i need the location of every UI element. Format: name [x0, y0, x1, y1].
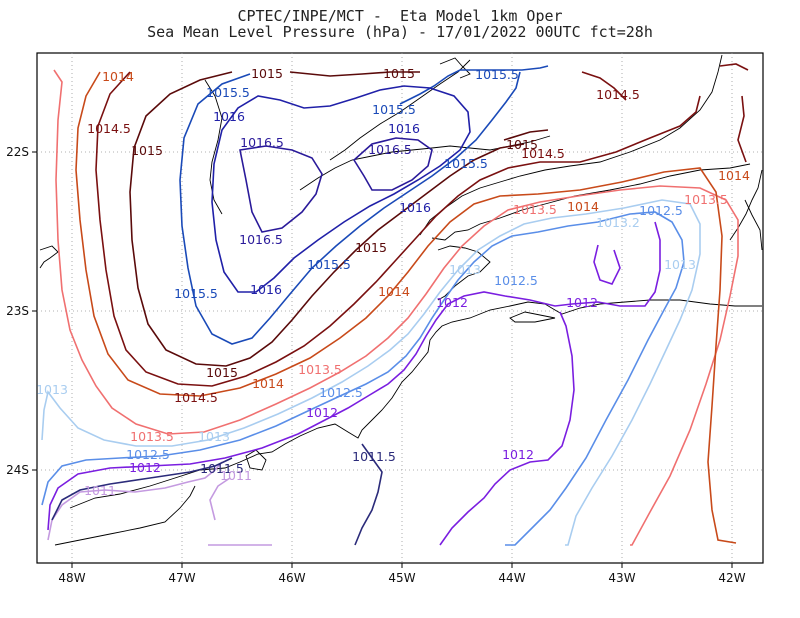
contour-label: 1014.5 [174, 390, 218, 405]
map-title: CPTEC/INPE/MCT - Eta Model 1km Oper Sea … [0, 8, 800, 40]
contour-1011.5 [51, 443, 383, 546]
contour-label: 1011 [84, 483, 116, 498]
contour-label: 1013.5 [130, 429, 174, 444]
contour-label: 1016 [213, 109, 245, 124]
contour-1013.5 [53, 69, 739, 546]
contour-label: 1011.5 [352, 449, 396, 464]
lat-tick-labels: 22S 23S 24S [6, 145, 29, 477]
contour-label: 1012 [502, 447, 534, 462]
contour-label: 1013.2 [596, 215, 640, 230]
contour-label: 1013.5 [684, 192, 728, 207]
contour-label: 1016.5 [368, 142, 412, 157]
contour-label: 1015 [206, 365, 238, 380]
contour-label: 1013 [449, 262, 481, 277]
contour-label: 1013.5 [298, 362, 342, 377]
lat-tick-23s: 23S [6, 304, 29, 318]
contour-label: 1015 [355, 240, 387, 255]
contour-1013 [41, 199, 701, 546]
contour-1015 [129, 71, 549, 367]
contour-label: 1012.5 [494, 273, 538, 288]
contour-label: 1013.5 [513, 202, 557, 217]
contour-label: 1015 [131, 143, 163, 158]
contour-label: 1011.5 [200, 461, 244, 476]
title-line-2: Sea Mean Level Pressure (hPa) - 17/01/20… [147, 23, 653, 41]
contour-1015.5 [179, 65, 549, 345]
lon-tick-45w: 45W [388, 571, 415, 585]
contour-label: 1014.5 [87, 121, 131, 136]
lon-tick-42w: 42W [718, 571, 745, 585]
contour-label: 1012 [129, 460, 161, 475]
contour-label: 1015.5 [174, 286, 218, 301]
contour-label: 1016 [250, 282, 282, 297]
contour-label: 1015 [383, 66, 415, 81]
contour-label: 1015 [506, 137, 538, 152]
contour-label: 1016.5 [240, 135, 284, 150]
contour-1016 [211, 85, 471, 293]
contour-label: 1013 [36, 382, 68, 397]
tick-marks [32, 151, 733, 568]
contour-label: 1012.5 [639, 203, 683, 218]
contour-label: 1013 [664, 257, 696, 272]
contour-lines [41, 63, 749, 546]
contour-label: 1016 [388, 121, 420, 136]
map-frame [36, 52, 764, 564]
contour-label: 1011 [220, 468, 252, 483]
contour-label: 1015.5 [475, 67, 519, 82]
contour-1014.5 [95, 63, 749, 387]
contour-label: 1014.5 [521, 146, 565, 161]
contour-label: 1013 [198, 429, 230, 444]
contour-label: 1015 [251, 66, 283, 81]
contour-label: 1015.5 [307, 257, 351, 272]
contour-label: 1012.5 [319, 385, 363, 400]
lon-tick-46w: 46W [278, 571, 305, 585]
contour-label: 1016 [399, 200, 431, 215]
contour-label: 1015.5 [372, 102, 416, 117]
lon-tick-44w: 44W [498, 571, 525, 585]
contour-label: 1015.5 [206, 85, 250, 100]
title-line-1: CPTEC/INPE/MCT - Eta Model 1km Oper [237, 7, 563, 25]
contour-1016.5 [239, 137, 433, 233]
contour-label: 1012.5 [126, 447, 170, 462]
contour-label: 1014 [378, 284, 410, 299]
lon-tick-48w: 48W [58, 571, 85, 585]
lon-tick-43w: 43W [608, 571, 635, 585]
contour-label: 1015.5 [444, 156, 488, 171]
contour-label: 1012 [566, 295, 598, 310]
contour-label: 1014 [718, 168, 750, 183]
contour-label: 1016.5 [239, 232, 283, 247]
contour-label: 1014 [252, 376, 284, 391]
contour-1011 [47, 461, 272, 546]
contour-label: 1012 [306, 405, 338, 420]
contour-1014 [75, 71, 737, 544]
lon-tick-47w: 47W [168, 571, 195, 585]
contour-1012 [47, 221, 661, 546]
contour-label: 1012 [436, 295, 468, 310]
contour-label: 1014 [567, 199, 599, 214]
lon-tick-labels: 48W 47W 46W 45W 44W 43W 42W [58, 571, 745, 585]
lat-tick-24s: 24S [6, 463, 29, 477]
contour-label: 1014 [102, 69, 134, 84]
contour-1012.5 [41, 211, 685, 546]
contour-label: 1014.5 [596, 87, 640, 102]
lat-tick-22s: 22S [6, 145, 29, 159]
coastline [39, 54, 763, 546]
